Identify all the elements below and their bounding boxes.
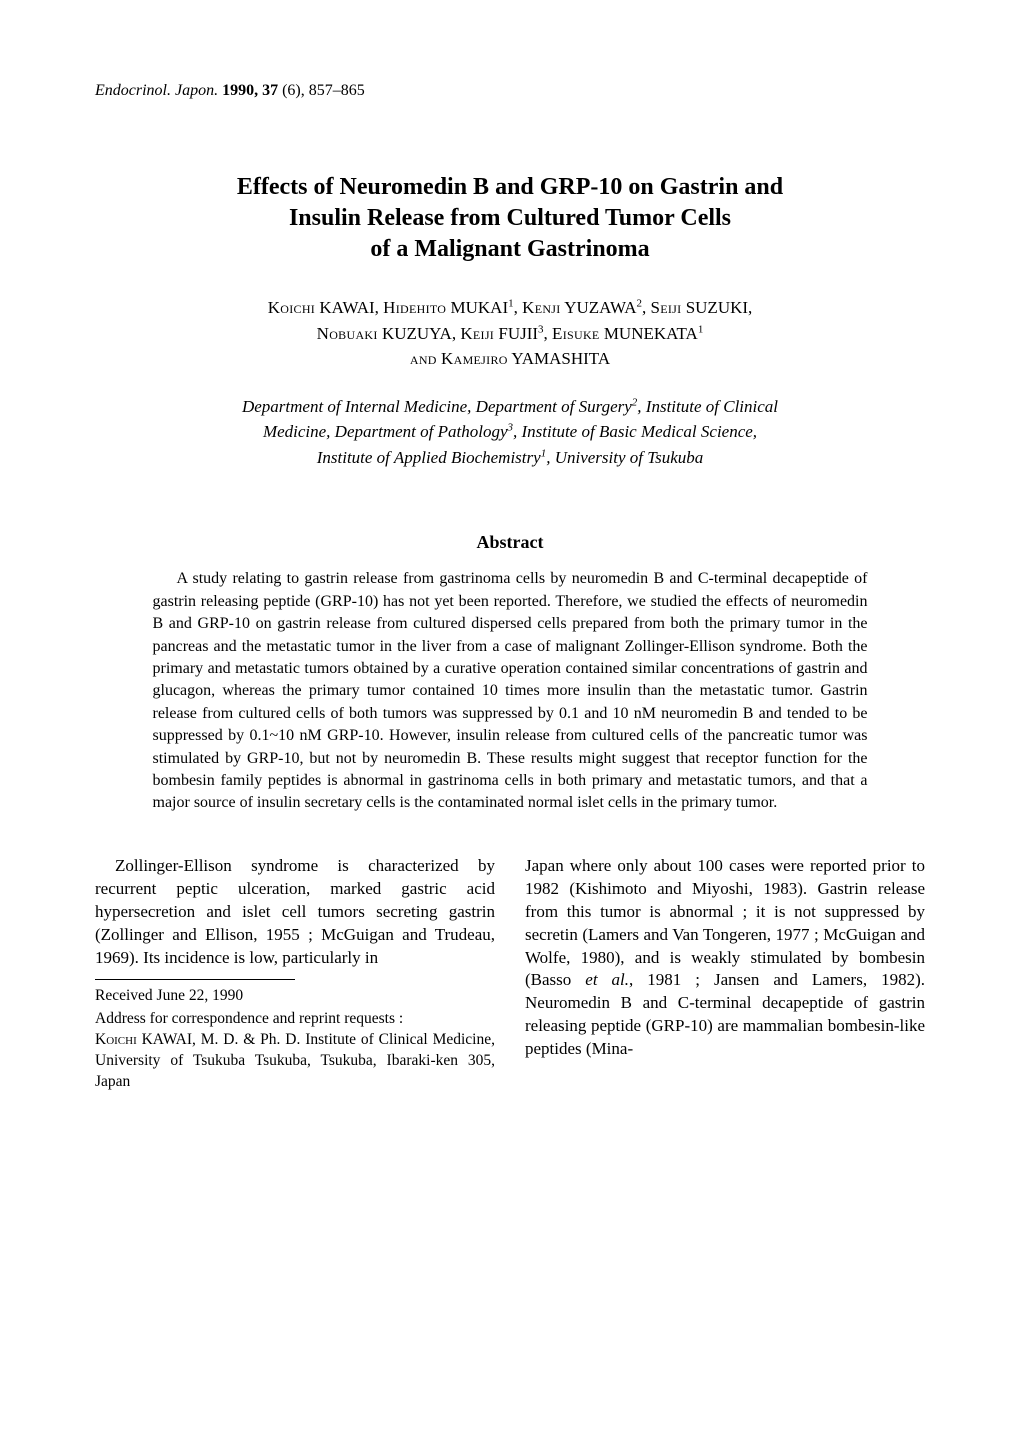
journal-reference: Endocrinol. Japon. 1990, 37 (6), 857–865 [95, 80, 925, 102]
abstract-text: A study relating to gastrin release from… [153, 568, 868, 814]
right-column: Japan where only about 100 cases were re… [525, 855, 925, 1095]
abstract-heading: Abstract [95, 530, 925, 554]
journal-name: Endocrinol. Japon. [95, 82, 218, 99]
footnote-rule [95, 979, 295, 980]
author-6-first: Keiji [460, 324, 494, 343]
author-3-sup: 2 [637, 298, 643, 310]
article-title: Effects of Neuromedin B and GRP-10 on Ga… [130, 172, 890, 266]
author-7-last: MUNEKATA [604, 324, 698, 343]
footnote-block: Received June 22, 1990 Address for corre… [95, 986, 495, 1093]
body-columns: Zollinger-Ellison syndrome is characteri… [95, 855, 925, 1095]
abstract-body: A study relating to gastrin release from… [153, 570, 868, 811]
affil-line-3b: , University of Tsukuba [546, 448, 703, 467]
footnote-name-first: Koichi [95, 1031, 137, 1048]
author-1-first: Koichi [268, 298, 315, 317]
author-list: Koichi KAWAI, Hidehito MUKAI1, Kenji YUZ… [120, 295, 900, 372]
affil-line-2b: , Institute of Basic Medical Science, [513, 422, 757, 441]
author-8-last: YAMASHITA [511, 349, 610, 368]
title-line-3: of a Malignant Gastrinoma [370, 236, 649, 262]
author-1-last: KAWAI [319, 298, 374, 317]
author-6-last: FUJII [498, 324, 538, 343]
body-left-text: Zollinger-Ellison syndrome is characteri… [95, 856, 495, 967]
journal-year-vol: 1990, 37 (6), 857–865 [222, 82, 365, 99]
footnote-address-rest: KAWAI, M. D. & Ph. D. Institute of Clini… [95, 1031, 495, 1090]
author-8-first: Kamejiro [441, 349, 508, 368]
affil-line-1a: Department of Internal Medicine, Departm… [242, 397, 632, 416]
affil-line-1b: , Institute of Clinical [637, 397, 778, 416]
author-6-sup: 3 [538, 323, 544, 335]
footnote-address-line1: Address for correspondence and reprint r… [95, 1010, 403, 1027]
author-4-last: SUZUKI, [686, 298, 753, 317]
author-5-last: KUZUYA, [382, 324, 456, 343]
author-7-sup: 1 [698, 323, 704, 335]
body-para-right: Japan where only about 100 cases were re… [525, 855, 925, 1061]
author-5-first: Nobuaki [317, 324, 378, 343]
left-column: Zollinger-Ellison syndrome is characteri… [95, 855, 495, 1095]
author-7-first: Eisuke [552, 324, 600, 343]
author-2-sup: 1 [508, 298, 514, 310]
affiliation-block: Department of Internal Medicine, Departm… [120, 394, 900, 471]
title-line-1: Effects of Neuromedin B and GRP-10 on Ga… [237, 174, 783, 200]
author-2-last: MUKAI [451, 298, 509, 317]
author-3-last: YUZAWA [564, 298, 636, 317]
body-right-etal: et al. [585, 970, 629, 989]
authors-and: and [410, 349, 437, 368]
author-3-first: Kenji [522, 298, 560, 317]
title-line-2: Insulin Release from Cultured Tumor Cell… [289, 205, 731, 231]
body-para-left: Zollinger-Ellison syndrome is characteri… [95, 855, 495, 970]
affil-line-2a: Medicine, Department of Pathology [263, 422, 508, 441]
author-2-first: Hidehito [383, 298, 446, 317]
affil-line-3a: Institute of Applied Biochemistry [317, 448, 541, 467]
footnote-address: Address for correspondence and reprint r… [95, 1009, 495, 1093]
footnote-received: Received June 22, 1990 [95, 986, 495, 1007]
author-4-first: Seiji [651, 298, 682, 317]
